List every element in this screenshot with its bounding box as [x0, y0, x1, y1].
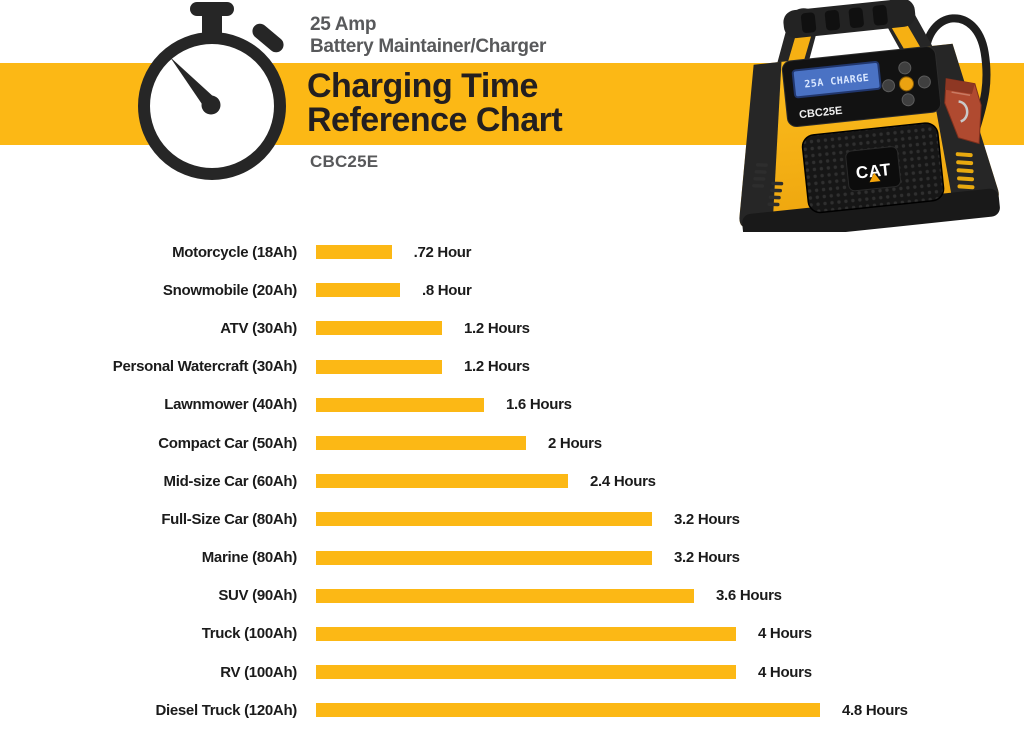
charging-time-bar	[316, 283, 400, 298]
charger-unit: 25A CHARGE CBC25E CAT	[739, 0, 1000, 232]
category-label: Truck (100Ah)	[201, 625, 298, 643]
charging-time-bar	[316, 397, 484, 412]
left-vents	[752, 163, 784, 207]
chart-row: Diesel Truck (120Ah) 4.8 Hours	[0, 691, 1024, 729]
chart-row: RV (100Ah) 4 Hours	[0, 653, 1024, 691]
charging-time-bar	[316, 512, 652, 527]
panel-button-start	[898, 76, 914, 92]
panel-button-right	[917, 75, 931, 89]
bar-area: 1.6 Hours	[316, 396, 572, 413]
bar-area: .72 Hour	[316, 243, 472, 261]
category-label: Marine (80Ah)	[201, 549, 298, 567]
bar-area: 2 Hours	[316, 435, 602, 452]
value-label: 3.2 Hours	[674, 549, 740, 567]
page-title-line2: Reference Chart	[307, 101, 563, 139]
category-label: Personal Watercraft (30Ah)	[112, 358, 298, 376]
value-label: 4 Hours	[758, 625, 812, 643]
category-label: ATV (30Ah)	[220, 319, 297, 337]
chart-row: Snowmobile (20Ah) .8 Hour	[0, 271, 1024, 309]
chart-row: Marine (80Ah) 3.2 Hours	[0, 539, 1024, 577]
value-label: 2 Hours	[548, 434, 602, 452]
product-subtitle-line2: Battery Maintainer/Charger	[310, 36, 547, 57]
model-number: CBC25E	[310, 152, 379, 171]
charging-time-chart: Motorcycle (18Ah) .72 Hour Snowmobile (20A…	[0, 233, 1024, 729]
cat-logo: CAT	[855, 160, 892, 183]
charging-time-bar	[316, 665, 736, 680]
bar-area: 3.6 Hours	[316, 587, 782, 604]
bar-area: 3.2 Hours	[316, 511, 740, 528]
category-label: Full-Size Car (80Ah)	[161, 510, 297, 528]
stopwatch-icon	[138, 2, 286, 180]
panel-button-up	[898, 61, 912, 75]
panel-button-down	[901, 93, 915, 107]
value-label: 4 Hours	[758, 663, 812, 681]
chart-row: Personal Watercraft (30Ah) 1.2 Hours	[0, 348, 1024, 386]
chart-row: SUV (90Ah) 3.6 Hours	[0, 577, 1024, 615]
value-label: 4.8 Hours	[842, 701, 908, 719]
charging-time-bar	[316, 588, 694, 603]
logo-plate	[845, 146, 902, 192]
value-label: 1.2 Hours	[464, 319, 530, 337]
charging-time-bar	[316, 626, 736, 641]
right-vents	[955, 152, 975, 190]
value-label: 3.2 Hours	[674, 510, 740, 528]
bar-area: 2.4 Hours	[316, 473, 656, 490]
category-label: Motorcycle (18Ah)	[172, 243, 297, 261]
chart-row: Motorcycle (18Ah) .72 Hour	[0, 233, 1024, 271]
model-label-on-unit: CBC25E	[799, 105, 843, 121]
category-label: Lawnmower (40Ah)	[164, 396, 297, 414]
bar-area: 1.2 Hours	[316, 320, 530, 337]
bar-area: 4 Hours	[316, 625, 812, 642]
charging-time-bar	[316, 703, 820, 718]
cat-logo-triangle	[869, 172, 881, 183]
product-subtitle-line1: 25 Amp	[310, 14, 377, 35]
bar-area: 4.8 Hours	[316, 702, 908, 719]
bar-area: .8 Hour	[316, 282, 472, 299]
value-label: 2.4 Hours	[590, 472, 656, 490]
value-label: 1.6 Hours	[506, 396, 572, 414]
category-label: SUV (90Ah)	[218, 587, 297, 605]
chart-row: Truck (100Ah) 4 Hours	[0, 615, 1024, 653]
bar-area: 3.2 Hours	[316, 549, 740, 566]
category-label: RV (100Ah)	[220, 663, 297, 681]
charging-time-bar	[316, 245, 392, 260]
charger-base	[742, 188, 1000, 232]
value-label: 3.6 Hours	[716, 587, 782, 605]
category-label: Compact Car (50Ah)	[158, 434, 297, 452]
panel-button-left	[882, 79, 896, 93]
charging-time-bar	[316, 474, 568, 489]
lcd-display	[791, 60, 882, 99]
category-label: Snowmobile (20Ah)	[162, 281, 297, 299]
charging-time-bar	[316, 321, 442, 336]
battery-charger-product-photo: 25A CHARGE CBC25E CAT	[739, 0, 1000, 232]
chart-row: Compact Car (50Ah) 2 Hours	[0, 424, 1024, 462]
clamp-cable	[921, 14, 991, 132]
page-title: Charging Time Reference Chart	[307, 67, 563, 139]
charging-time-bar	[316, 359, 442, 374]
chart-row: ATV (30Ah) 1.2 Hours	[0, 309, 1024, 347]
value-label: .8 Hour	[422, 281, 472, 299]
value-label: 1.2 Hours	[464, 358, 530, 376]
charging-time-bar	[316, 436, 526, 451]
page-title-line1: Charging Time	[307, 67, 538, 105]
chart-row: Lawnmower (40Ah) 1.6 Hours	[0, 386, 1024, 424]
category-label: Diesel Truck (120Ah)	[155, 701, 297, 719]
charging-time-bar	[316, 550, 652, 565]
battery-clamp	[944, 78, 982, 145]
product-subtitle: 25 Amp Battery Maintainer/Charger	[310, 14, 546, 58]
chart-row: Full-Size Car (80Ah) 3.2 Hours	[0, 500, 1024, 538]
bar-area: 1.2 Hours	[316, 358, 530, 375]
chart-row: Mid-size Car (60Ah) 2.4 Hours	[0, 462, 1024, 500]
value-label: .72 Hour	[413, 243, 472, 261]
bar-area: 4 Hours	[316, 664, 812, 681]
category-label: Mid-size Car (60Ah)	[163, 472, 298, 490]
